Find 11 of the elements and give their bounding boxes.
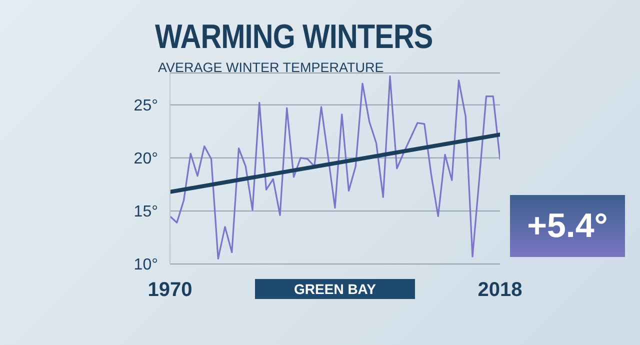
line-series bbox=[170, 75, 500, 260]
y-tick-label: 25° bbox=[134, 98, 158, 115]
x-tick-label: 2018 bbox=[478, 279, 522, 302]
chart-subtitle: AVERAGE WINTER TEMPERATURE bbox=[158, 60, 384, 75]
y-tick-label: 15° bbox=[134, 204, 158, 221]
y-tick-label: 20° bbox=[134, 150, 158, 168]
y-tick-label: 10° bbox=[134, 256, 158, 274]
text: +5.4° bbox=[510, 195, 625, 257]
text: GREEN BAY bbox=[255, 279, 415, 299]
chart-title: WARMING WINTERS bbox=[155, 18, 433, 57]
x-tick-label: 1970 bbox=[148, 279, 192, 302]
